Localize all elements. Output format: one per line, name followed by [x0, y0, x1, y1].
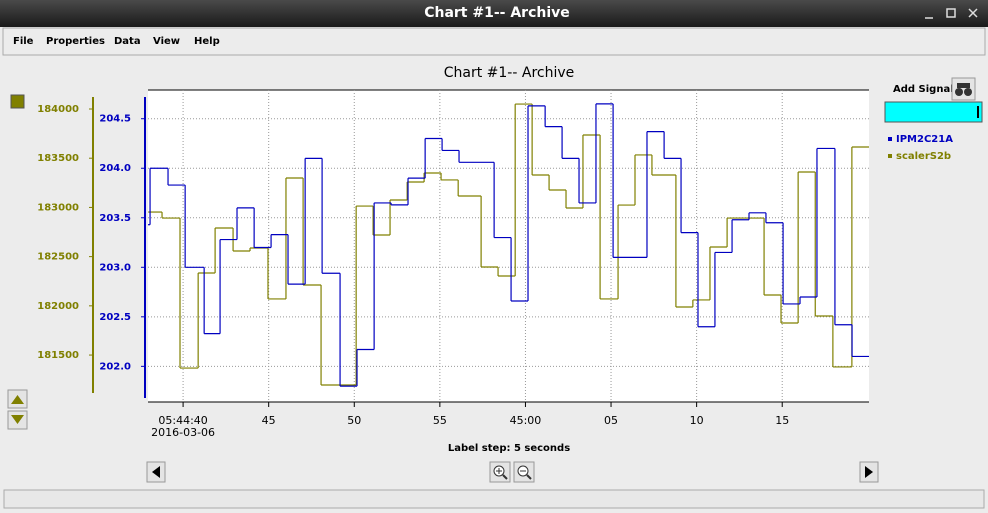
axis-down-button[interactable] [7, 410, 28, 430]
x-date-label: 2016-03-06 [151, 426, 215, 439]
legend-label: scalerS2b [896, 151, 951, 162]
y2-tick-label: 183500 [37, 153, 79, 164]
menu-item[interactable]: Data [114, 36, 141, 47]
plot-area [148, 90, 869, 402]
x-tick-label: 10 [690, 414, 704, 427]
menu-item[interactable]: Properties [46, 36, 105, 47]
y-tick-label: 203.5 [99, 213, 131, 224]
y-tick-label: 204.5 [99, 114, 131, 125]
x-tick-label: 45 [262, 414, 276, 427]
axis-color-swatch[interactable] [10, 94, 25, 109]
find-signal-button[interactable] [951, 77, 976, 101]
y-tick-label: 202.0 [99, 361, 131, 372]
y2-tick-label: 182500 [37, 252, 79, 263]
x-tick-label: 45:00 [510, 414, 542, 427]
title-bar [0, 0, 988, 27]
x-tick-label: 15 [775, 414, 789, 427]
legend [885, 130, 982, 164]
y2-tick-label: 184000 [37, 104, 79, 115]
window-title: Chart #1-- Archive [424, 5, 570, 21]
signal-input[interactable] [884, 101, 983, 123]
menu-item[interactable]: Help [194, 36, 220, 47]
status-bar [3, 489, 985, 509]
legend-swatch [888, 154, 892, 158]
chart-title: Chart #1-- Archive [444, 65, 575, 81]
scroll-right-button[interactable] [859, 461, 879, 483]
y-tick-label: 204.0 [99, 163, 131, 174]
menu-item[interactable]: View [153, 36, 180, 47]
menu-bar [2, 27, 986, 56]
y2-tick-label: 182000 [37, 301, 79, 312]
scroll-left-button[interactable] [146, 461, 166, 483]
y2-tick-label: 183000 [37, 202, 79, 213]
axis-up-button[interactable] [7, 389, 28, 409]
window-controls[interactable] [925, 8, 978, 19]
zoom-out-button[interactable] [513, 461, 535, 483]
x-tick-label: 05 [604, 414, 618, 427]
menu-item[interactable]: File [13, 36, 34, 47]
y-tick-label: 203.0 [99, 262, 131, 273]
legend-label: IPM2C21A [896, 134, 953, 145]
x-tick-label: 50 [347, 414, 361, 427]
y2-tick-label: 181500 [37, 350, 79, 361]
y-tick-label: 202.5 [99, 312, 131, 323]
zoom-in-button[interactable] [489, 461, 511, 483]
x-tick-label: 55 [433, 414, 447, 427]
legend-swatch [888, 137, 892, 141]
label-step: Label step: 5 seconds [448, 443, 570, 454]
add-signal-label: Add Signal [893, 84, 954, 95]
x-tick-label: 05:44:40 [158, 414, 207, 427]
